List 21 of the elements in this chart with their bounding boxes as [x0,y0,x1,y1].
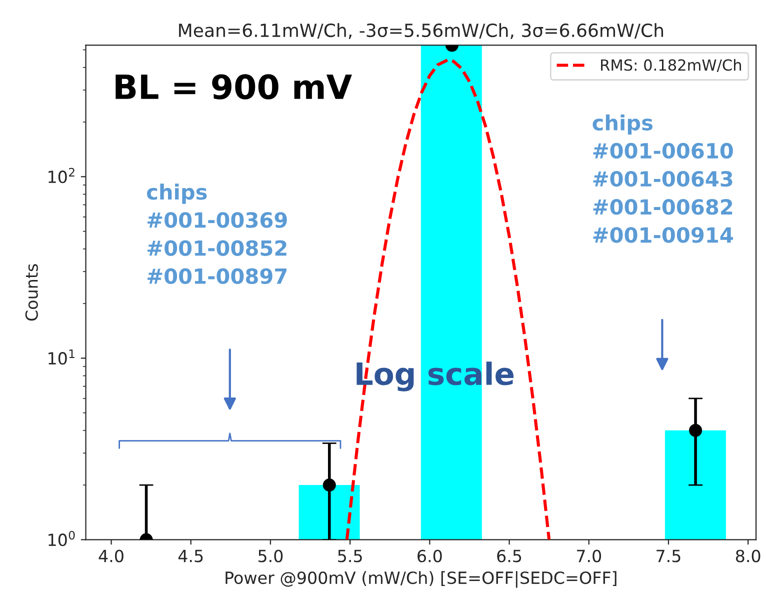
point [322,478,336,492]
x-tick-label: 7.5 [656,550,680,562]
point [689,424,702,437]
y-tick-label: 10$^{2}$ [48,168,74,184]
annotation: chips #001-00610 #001-00643 #001-00682 #001-00914 [592,114,733,243]
x-tick-label: 4.5 [178,550,203,562]
x-tick-label: 4.0 [98,550,124,562]
annotation: chips #001-00369 #001-00852 #001-00897 [147,184,287,284]
x-tick-label: 5.0 [258,550,283,562]
x-tick-label: 5.5 [338,550,362,562]
x-tick-label: 6.0 [418,550,442,562]
x-tick-label: 6.5 [497,550,522,562]
y-tick-label: 10$^{0}$ [48,530,75,546]
legend-label: RMS: 0.182mW/Ch [601,58,741,72]
annotation: BL = 900 mV [116,74,352,100]
chart-title: Mean=6.11mW/Ch, -3σ=5.56mW/Ch, 3σ=6.66mW/Ch [179,23,664,39]
x-tick-label: 8.0 [736,550,760,562]
y-tick-label: 10$^{1}$ [48,350,74,365]
x-axis-title: Power @900mV (mW/Ch) [SE=OFF|SEDC=OFF] [226,571,616,588]
x-tick-label: 7.0 [576,550,602,562]
y-axis-title: Counts [25,264,38,321]
